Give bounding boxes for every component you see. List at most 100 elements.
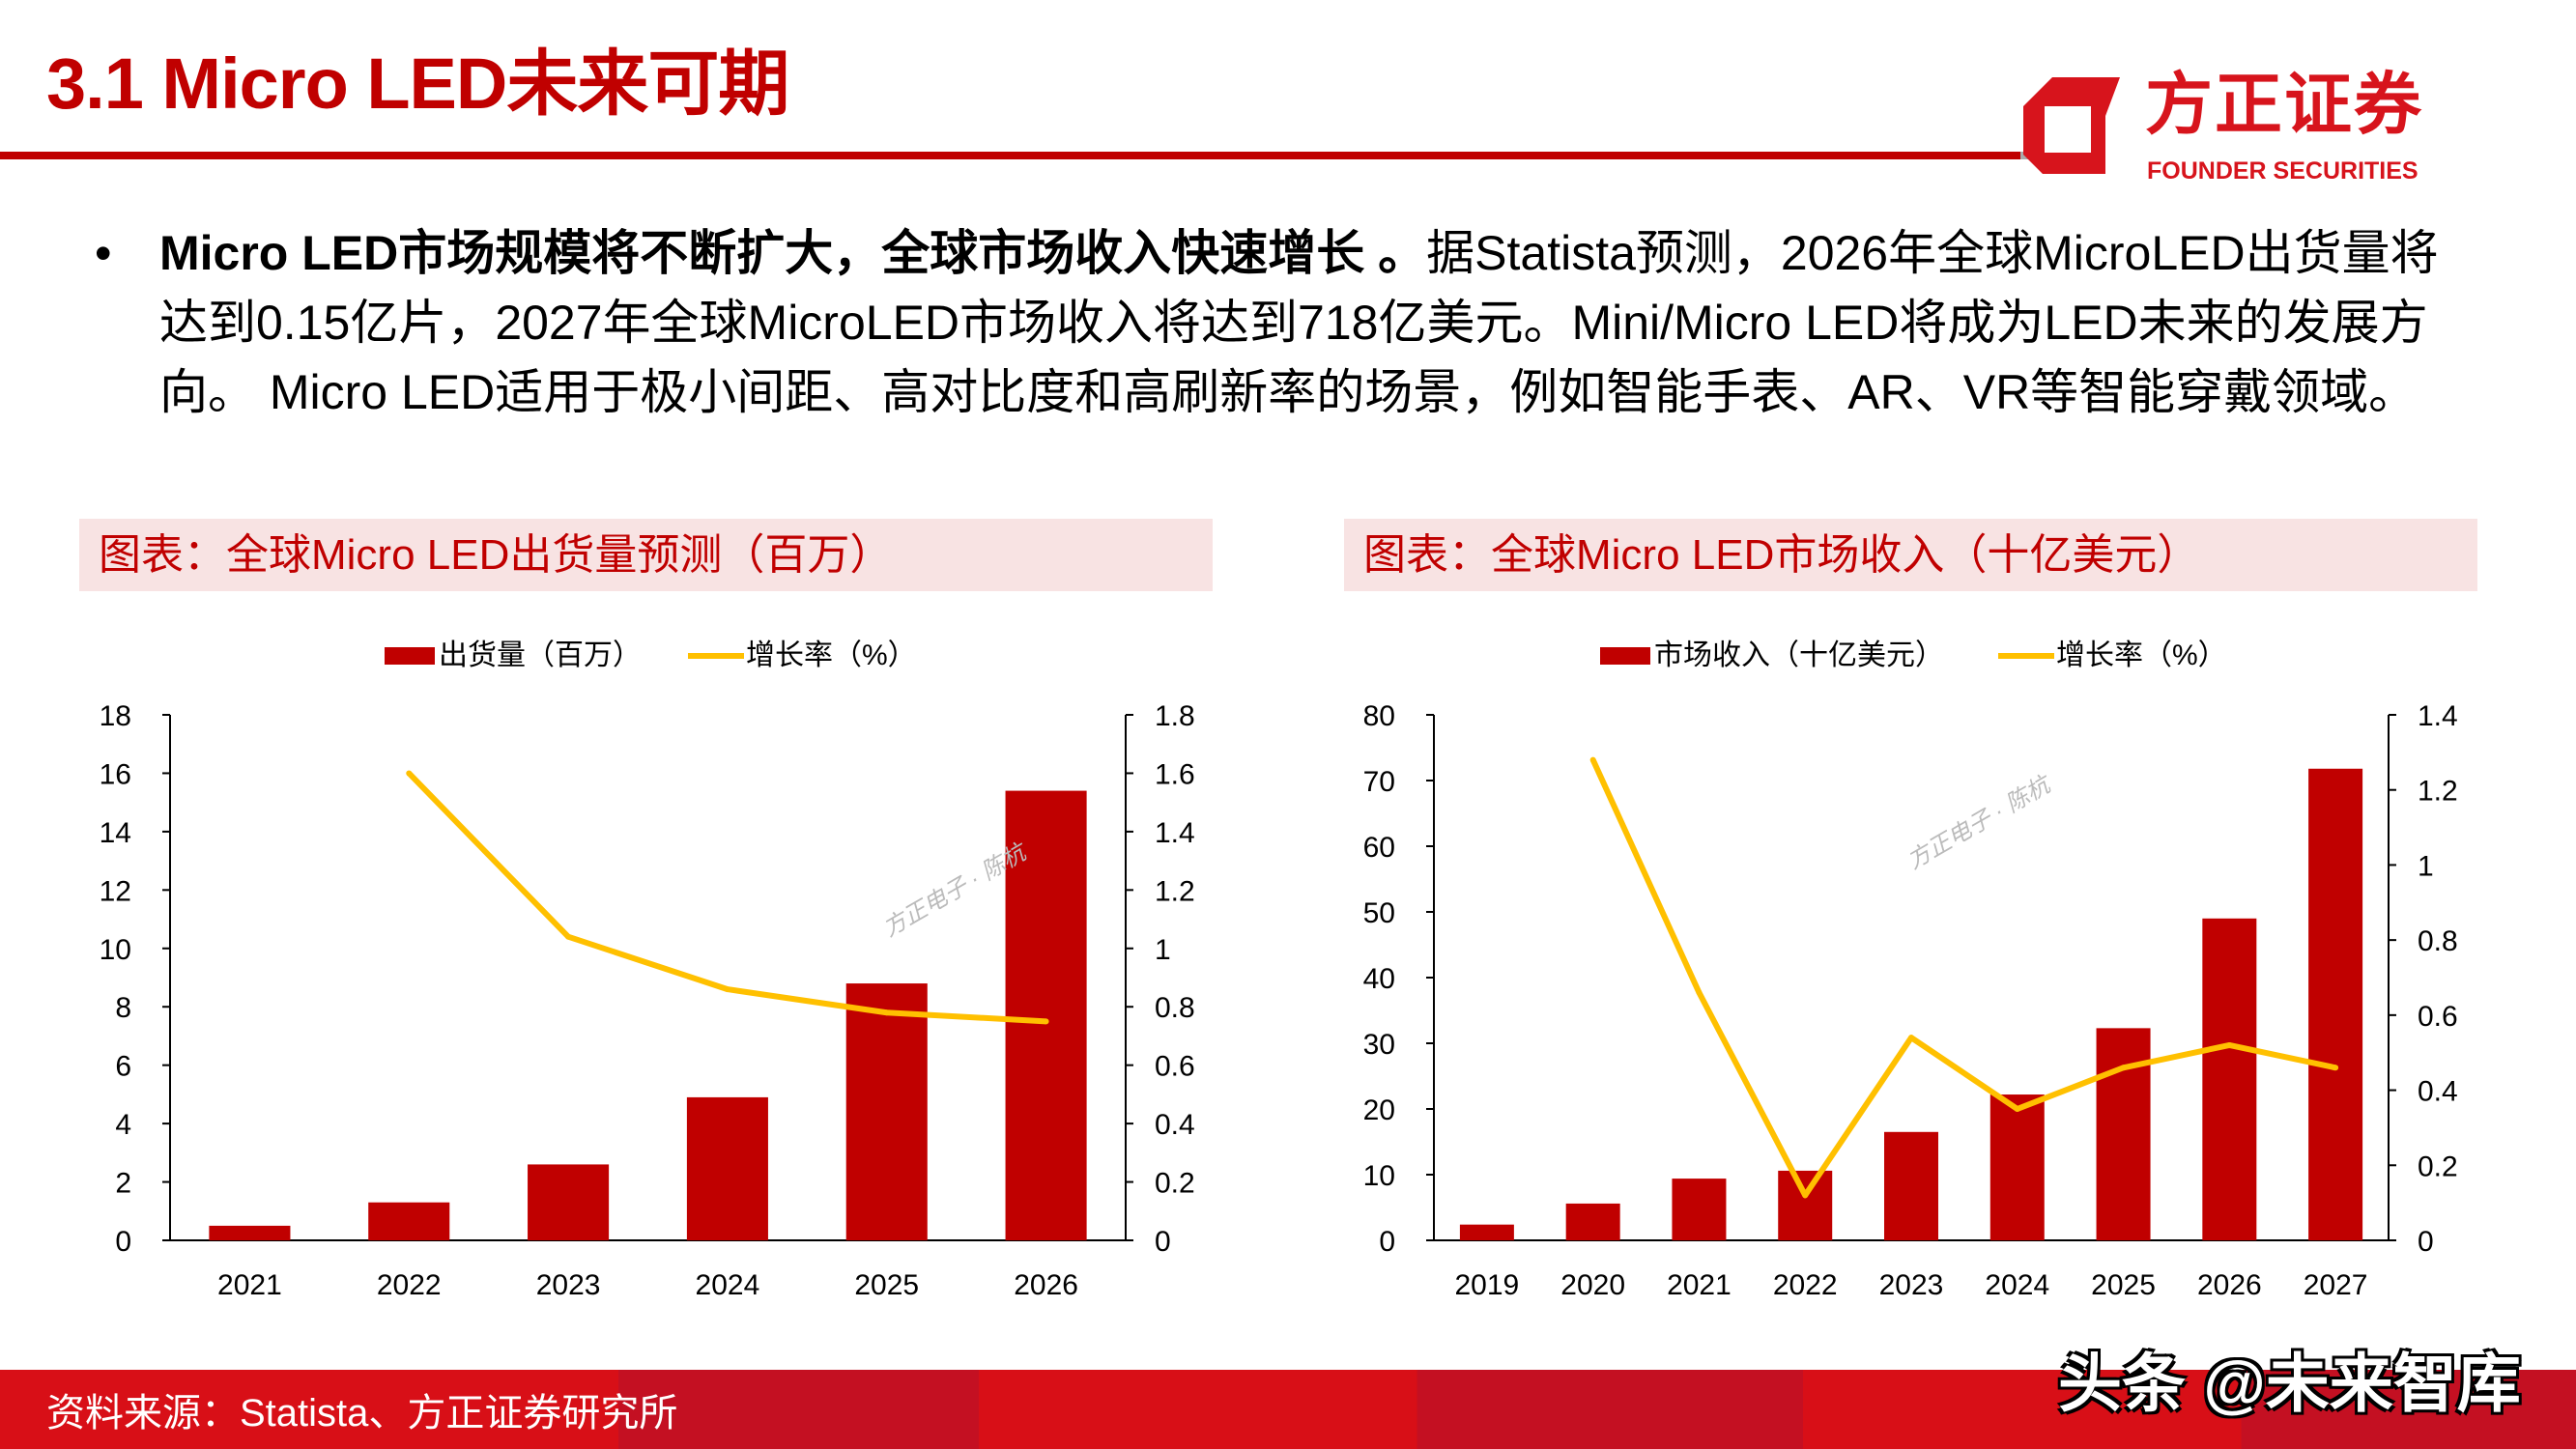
x-tick-label: 2021 [217, 1269, 282, 1301]
legend-bar-label: 市场收入（十亿美元） [1654, 639, 1944, 671]
growth-rate-point [2014, 1106, 2020, 1112]
y-right-tick-label: 0 [1155, 1226, 1171, 1258]
founder-securities-logo: 方正证券 FOUNDER SECURITIES [2023, 64, 2468, 189]
y-right-tick-label: 0.8 [1155, 992, 1195, 1024]
y-left-tick-label: 2 [115, 1168, 131, 1200]
y-left-tick-label: 50 [1363, 897, 1395, 929]
bullet-marker: • [95, 226, 112, 280]
summary-text: 据Statista预测，2026年全球MicroLED出货量将达到0.15亿片，… [159, 226, 2439, 419]
x-tick-label: 2025 [2091, 1269, 2156, 1301]
y-left-tick-label: 14 [100, 817, 131, 849]
y-right-tick-label: 0.2 [1155, 1168, 1195, 1200]
y-left-tick-label: 0 [1379, 1226, 1395, 1258]
x-tick-label: 2020 [1560, 1269, 1625, 1301]
growth-rate-point [883, 1009, 890, 1016]
growth-rate-point [1043, 1018, 1049, 1025]
x-tick-label: 2026 [2197, 1269, 2262, 1301]
bar-2022 [368, 1202, 450, 1240]
y-right-tick-label: 1.4 [1155, 817, 1195, 849]
revenue-chart: 市场收入（十亿美元） 增长率（%） 0 10 20 30 40 50 60 70 80 0 0.2 0.4… [1363, 639, 2458, 1301]
x-tick-label: 2027 [2304, 1269, 2368, 1301]
y-right-tick-label: 0.2 [2418, 1151, 2458, 1182]
y-right-tick-label: 1.2 [1155, 875, 1195, 907]
growth-rate-point [1696, 989, 1703, 996]
bar-2026 [2202, 918, 2257, 1240]
y-left-tick-label: 70 [1363, 766, 1395, 798]
growth-rate-point [406, 770, 413, 777]
y-right-tick-label: 1.4 [2418, 700, 2458, 732]
y-left-tick-label: 18 [100, 700, 131, 732]
growth-rate-point [2333, 1065, 2339, 1071]
bar-2020 [1565, 1203, 1620, 1240]
x-tick-label: 2023 [536, 1269, 601, 1301]
growth-rate-point [2120, 1065, 2127, 1071]
logo-text-cn: 方正证券 [2145, 67, 2423, 142]
legend-line-label: 增长率（%） [2056, 639, 2227, 671]
watermark-text: 头条 @未来智库 [2058, 1348, 2521, 1419]
y-left-tick-label: 4 [115, 1109, 131, 1141]
growth-rate-line [1589, 758, 2336, 1199]
y-left-tick-label: 20 [1363, 1094, 1395, 1126]
page-title: 3.1 Micro LED未来可期 [46, 43, 789, 124]
y-right-tick-label: 0.6 [2418, 1001, 2458, 1033]
x-tick-label: 2019 [1455, 1269, 1520, 1301]
logo-text-en: FOUNDER SECURITIES [2147, 157, 2419, 185]
y-right-tick-label: 0.4 [2418, 1076, 2458, 1108]
x-tick-label: 2025 [854, 1269, 919, 1301]
growth-rate-point [565, 933, 572, 940]
legend-line-label: 增长率（%） [746, 639, 917, 671]
summary-lead: Micro LED市场规模将不断扩大，全球市场收入快速增长 。 [159, 226, 1427, 280]
x-tick-label: 2024 [1985, 1269, 2049, 1301]
y-right-tick-label: 1 [1155, 934, 1171, 966]
bar-2021 [1672, 1179, 1727, 1240]
logo-mark-icon [2023, 77, 2120, 174]
y-left-tick-label: 80 [1363, 700, 1395, 732]
y-left-tick-label: 12 [100, 875, 131, 907]
legend-bar-label: 出货量（百万） [439, 639, 642, 671]
bar-2023 [1884, 1131, 1938, 1240]
y-right-tick-label: 1.8 [1155, 700, 1195, 732]
growth-rate-point [724, 986, 730, 993]
y-right-tick-label: 0.6 [1155, 1051, 1195, 1083]
bar-2021 [209, 1225, 291, 1240]
y-left-tick-label: 0 [115, 1226, 131, 1258]
footer-band [0, 1370, 2576, 1449]
y-right-tick-label: 1 [2418, 850, 2434, 882]
y-right-tick-label: 1.6 [1155, 758, 1195, 790]
y-right-tick-label: 0.8 [2418, 925, 2458, 957]
bar-2027 [2308, 768, 2363, 1240]
summary-paragraph: Micro LED市场规模将不断扩大，全球市场收入快速增长 。据Statista… [159, 218, 2478, 427]
y-right-tick-label: 1.2 [2418, 776, 2458, 808]
y-left-tick-label: 30 [1363, 1029, 1395, 1061]
growth-rate-point [1802, 1192, 1809, 1199]
bar-2019 [1459, 1224, 1514, 1240]
bar-2022 [1778, 1170, 1833, 1240]
bar-2024 [686, 1096, 768, 1240]
source-note: 资料来源：Statista、方正证券研究所 [46, 1392, 678, 1435]
y-left-tick-label: 10 [100, 934, 131, 966]
bar-2026 [1005, 790, 1087, 1240]
legend-bar-swatch [385, 647, 435, 665]
bar-2025 [845, 983, 928, 1240]
chart2-caption: 图表：全球Micro LED市场收入（十亿美元） [1344, 519, 2477, 591]
x-tick-label: 2021 [1667, 1269, 1732, 1301]
y-left-tick-label: 60 [1363, 832, 1395, 864]
chart1-caption: 图表：全球Micro LED出货量预测（百万） [79, 519, 1213, 591]
bar-2023 [528, 1164, 610, 1240]
bar-2025 [2096, 1028, 2151, 1240]
x-tick-label: 2024 [696, 1269, 760, 1301]
title-divider [0, 152, 2020, 159]
y-left-tick-label: 6 [115, 1051, 131, 1083]
y-left-tick-label: 40 [1363, 963, 1395, 995]
x-tick-label: 2022 [1773, 1269, 1838, 1301]
y-right-tick-label: 0 [2418, 1226, 2434, 1258]
x-tick-label: 2022 [377, 1269, 442, 1301]
y-left-tick-label: 8 [115, 992, 131, 1024]
y-left-tick-label: 10 [1363, 1160, 1395, 1192]
bar-2024 [1989, 1094, 2045, 1240]
growth-rate-point [1908, 1035, 1914, 1041]
shipment-chart: 出货量（百万） 增长率（%） 0 2 4 6 8 10 12 14 16 18 0 0.2 0.4 0.6 0.… [100, 639, 1195, 1301]
y-right-tick-label: 0.4 [1155, 1109, 1195, 1141]
x-tick-label: 2023 [1879, 1269, 1944, 1301]
growth-rate-point [2226, 1041, 2233, 1048]
